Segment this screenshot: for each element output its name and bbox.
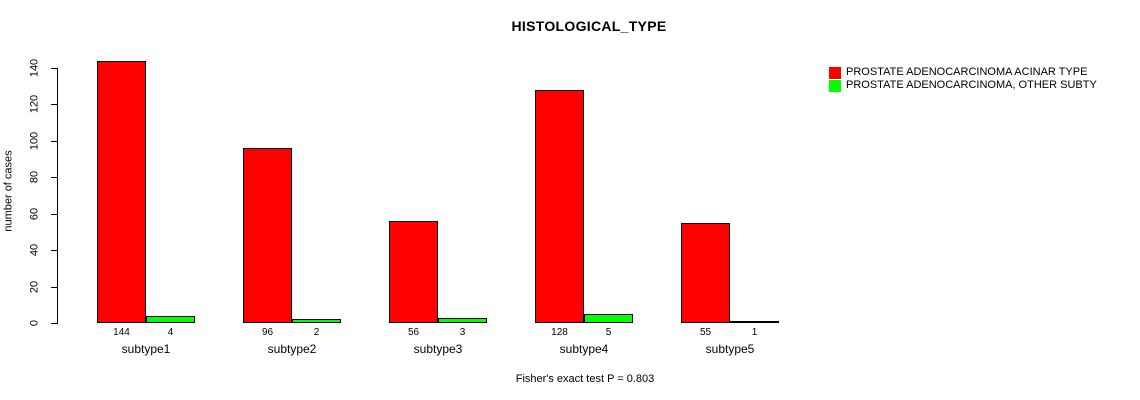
category-label: subtype1: [121, 342, 171, 356]
bar-series2-subtype3: [438, 318, 487, 323]
y-tick-mark: [51, 104, 57, 105]
y-axis-label: number of cases: [2, 150, 15, 232]
bar-series1-subtype2: [243, 148, 292, 323]
bar-series2-subtype4: [584, 314, 633, 323]
legend: PROSTATE ADENOCARCINOMA ACINAR TYPE PROST…: [829, 66, 1097, 92]
category-label: subtype3: [413, 342, 463, 356]
legend-label: PROSTATE ADENOCARCINOMA ACINAR TYPE: [846, 66, 1088, 78]
bar-value-label: 56: [407, 327, 420, 338]
legend-item: PROSTATE ADENOCARCINOMA, OTHER SUBTY: [829, 79, 1097, 92]
chart-title: HISTOLOGICAL_TYPE: [511, 18, 667, 34]
legend-swatch: [829, 79, 841, 92]
y-tick-mark: [51, 323, 57, 324]
bar-series1-subtype1: [97, 61, 146, 323]
y-tick-mark: [51, 68, 57, 69]
y-tick-label: 0: [28, 319, 41, 327]
bar-series1-subtype3: [389, 221, 438, 323]
y-tick-label: 60: [28, 207, 41, 221]
category-label: subtype2: [267, 342, 317, 356]
y-tick-label: 100: [28, 131, 41, 151]
bar-series2-subtype1: [146, 316, 195, 323]
y-tick-label: 80: [28, 170, 41, 184]
bar-value-label: 4: [167, 327, 174, 338]
y-tick-label: 20: [28, 280, 41, 294]
bar-value-label: 3: [459, 327, 466, 338]
bar-value-label: 5: [605, 327, 612, 338]
legend-item: PROSTATE ADENOCARCINOMA ACINAR TYPE: [829, 66, 1097, 79]
bar-series2-subtype2: [292, 319, 341, 323]
y-axis-line: [57, 68, 58, 324]
y-tick-label: 120: [28, 94, 41, 114]
legend-label: PROSTATE ADENOCARCINOMA, OTHER SUBTY: [846, 79, 1097, 91]
y-tick-mark: [51, 177, 57, 178]
bar-series1-subtype4: [535, 90, 584, 323]
bar-value-label: 1: [751, 327, 758, 338]
bar-value-label: 96: [261, 327, 274, 338]
y-tick-label: 140: [28, 58, 41, 78]
caption-fishers-exact-test: Fisher's exact test P = 0.803: [515, 373, 655, 385]
y-tick-label: 40: [28, 243, 41, 257]
y-tick-mark: [51, 250, 57, 251]
bar-value-label: 2: [313, 327, 320, 338]
bar-series2-subtype5: [730, 321, 779, 323]
category-label: subtype4: [559, 342, 609, 356]
bar-value-label: 144: [113, 327, 130, 338]
y-tick-mark: [51, 214, 57, 215]
y-tick-mark: [51, 141, 57, 142]
bar-value-label: 55: [699, 327, 712, 338]
bar-value-label: 128: [551, 327, 568, 338]
y-tick-mark: [51, 287, 57, 288]
legend-swatch: [829, 66, 841, 79]
category-label: subtype5: [705, 342, 755, 356]
bar-series1-subtype5: [681, 223, 730, 323]
